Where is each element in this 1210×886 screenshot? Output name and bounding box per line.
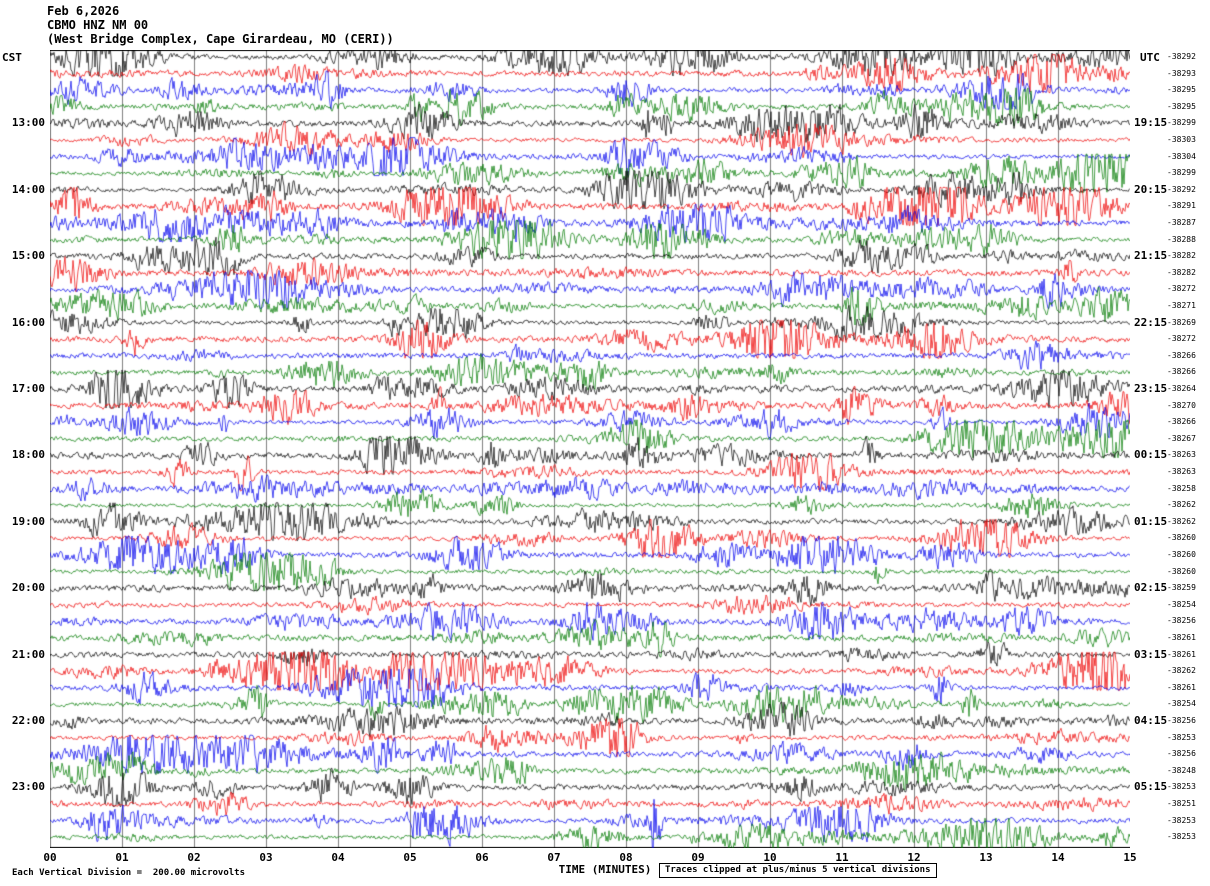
row-offset-value: -38295: [1167, 85, 1196, 95]
row-left-hour-label: 17:00: [11, 382, 45, 395]
row-right-hour-label: 00:15: [1134, 448, 1168, 462]
row-offset-value: -38272: [1167, 284, 1196, 294]
row-offset-value: -38267: [1167, 433, 1196, 443]
row-offset-value: -38282: [1167, 267, 1196, 277]
x-axis-title: TIME (MINUTES): [558, 863, 652, 876]
row-offset-value: -38260: [1167, 533, 1196, 543]
row-offset-value: -38269: [1167, 317, 1196, 327]
x-tick-label: 07: [547, 851, 561, 864]
row-offset-value: -38253: [1167, 732, 1196, 742]
row-offset-value: -38253: [1167, 782, 1196, 792]
row-offset-value: -38295: [1167, 101, 1196, 111]
row-offset-value: -38260: [1167, 550, 1196, 559]
row-offset-value: -38261: [1167, 682, 1196, 692]
row-offset-value: -38287: [1167, 218, 1196, 227]
station-location: (West Bridge Complex, Cape Girardeau, MO…: [47, 32, 394, 46]
row-offset-value: -38292: [1167, 52, 1196, 61]
row-offset-value: -38254: [1167, 699, 1196, 709]
row-offset-value: -38266: [1167, 350, 1196, 360]
row-offset-value: -38256: [1167, 616, 1196, 626]
row-offset-value: -38256: [1167, 716, 1196, 725]
x-tick-label: 04: [331, 851, 345, 864]
x-tick-label: 10: [763, 851, 777, 864]
row-right-hour-label: 03:15: [1134, 647, 1168, 661]
row-right-hour-label: 23:15: [1134, 382, 1168, 395]
row-offset-value: -38272: [1167, 334, 1196, 344]
vertical-scale-note: Each Vertical Division = 200.00 microvol…: [12, 868, 245, 878]
row-right-hour-label: 05:15: [1134, 780, 1168, 794]
row-offset-value: -38282: [1167, 251, 1196, 261]
row-offset-value: -38303: [1167, 135, 1196, 144]
row-right-hour-label: 20:15: [1134, 182, 1168, 196]
x-tick-label: 00: [43, 851, 57, 864]
right-timezone-label: UTC: [1140, 51, 1160, 64]
row-left-hour-label: 21:00: [11, 647, 45, 661]
row-left-hour-label: 13:00: [11, 116, 45, 130]
row-offset-value: -38270: [1167, 400, 1196, 410]
row-left-hour-label: 19:00: [11, 514, 45, 528]
row-offset-value: -38258: [1167, 483, 1196, 493]
row-left-hour-label: 18:00: [11, 448, 45, 462]
x-tick-label: 13: [979, 851, 993, 864]
row-offset-value: -38251: [1167, 799, 1196, 808]
station-code: CBMO HNZ NM 00: [47, 18, 149, 32]
record-date: Feb 6,2026: [47, 4, 120, 18]
row-left-hour-label: 16:00: [11, 315, 45, 329]
row-offset-value: -38263: [1167, 467, 1196, 476]
row-left-hour-label: 23:00: [11, 780, 45, 794]
x-tick-label: 05: [403, 851, 417, 864]
seismogram-plot: [50, 50, 1130, 848]
row-offset-value: -38288: [1167, 234, 1196, 244]
x-tick-label: 15: [1123, 851, 1137, 864]
row-offset-value: -38266: [1167, 367, 1196, 377]
row-offset-value: -38260: [1167, 566, 1196, 576]
x-tick-label: 11: [835, 851, 849, 864]
row-offset-value: -38263: [1167, 450, 1196, 460]
x-tick-label: 09: [691, 851, 705, 864]
x-tick-label: 01: [115, 851, 129, 864]
x-tick-label: 03: [259, 851, 273, 864]
row-right-hour-label: 19:15: [1134, 116, 1168, 130]
row-offset-value: -38262: [1167, 516, 1196, 526]
x-tick-label: 12: [907, 851, 921, 864]
row-offset-value: -38254: [1167, 599, 1196, 609]
row-offset-value: -38261: [1167, 649, 1196, 659]
row-offset-value: -38293: [1167, 68, 1196, 78]
row-offset-value: -38261: [1167, 633, 1196, 642]
row-offset-value: -38291: [1167, 201, 1196, 211]
row-left-hour-label: 15:00: [11, 249, 45, 263]
row-left-hour-label: 20:00: [11, 581, 45, 595]
row-offset-value: -38299: [1167, 118, 1196, 128]
x-tick-label: 14: [1051, 851, 1065, 864]
row-offset-value: -38253: [1167, 832, 1196, 842]
row-offset-value: -38264: [1167, 384, 1196, 393]
x-tick-label: 08: [619, 851, 633, 864]
row-right-hour-label: 04:15: [1134, 714, 1168, 727]
row-left-hour-label: 14:00: [11, 182, 45, 196]
row-right-hour-label: 02:15: [1134, 581, 1168, 595]
row-offset-value: -38266: [1167, 417, 1196, 427]
row-offset-value: -38292: [1167, 184, 1196, 194]
x-tick-label: 02: [187, 851, 201, 864]
row-right-hour-label: 21:15: [1134, 249, 1168, 263]
row-offset-value: -38259: [1167, 583, 1196, 593]
row-right-hour-label: 22:15: [1134, 315, 1168, 329]
row-right-hour-label: 01:15: [1134, 514, 1168, 528]
row-offset-value: -38262: [1167, 500, 1196, 510]
row-offset-value: -38256: [1167, 749, 1196, 759]
row-offset-value: -38299: [1167, 168, 1196, 178]
left-timezone-label: CST: [2, 51, 22, 64]
row-offset-value: -38304: [1167, 151, 1196, 161]
row-offset-value: -38271: [1167, 301, 1196, 310]
row-offset-value: -38248: [1167, 765, 1196, 775]
clip-note: Traces clipped at plus/minus 5 vertical …: [659, 863, 937, 878]
x-tick-label: 06: [475, 851, 489, 864]
row-left-hour-label: 22:00: [11, 714, 45, 727]
row-offset-value: -38253: [1167, 815, 1196, 825]
row-offset-value: -38262: [1167, 666, 1196, 676]
